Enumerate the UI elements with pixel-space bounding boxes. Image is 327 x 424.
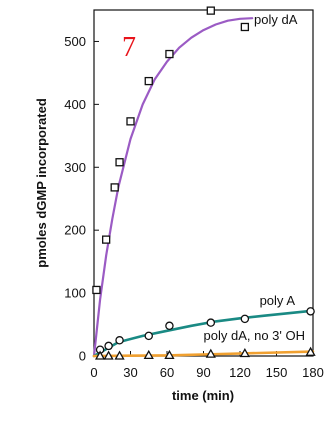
- marker-square: [165, 49, 174, 59]
- x-tick-label: 180: [302, 365, 324, 380]
- marker-square: [115, 158, 124, 167]
- marker-triangle: [205, 348, 216, 358]
- marker-triangle: [143, 349, 154, 360]
- curve-series-1: [92, 309, 315, 358]
- series-label-2: poly dA, no 3' OH: [204, 328, 305, 343]
- marker-triangle: [239, 347, 250, 358]
- marker-circle: [165, 321, 174, 331]
- series-labels: poly dA poly A poly dA, no 3' OH: [204, 12, 305, 343]
- x-tick-label: 30: [123, 365, 137, 380]
- panel-number: 7: [122, 32, 136, 63]
- x-tick-label: 0: [90, 365, 97, 380]
- x-axis-title: time (min): [172, 388, 234, 403]
- marker-triangle: [305, 346, 316, 356]
- marker-triangle: [164, 349, 175, 360]
- marker-triangle: [94, 350, 106, 360]
- series-label-1: poly A: [260, 293, 296, 308]
- x-axis-ticks: 0 30 60 90 120 150 180: [90, 351, 324, 380]
- y-tick-label: 300: [64, 160, 86, 175]
- marker-square: [102, 235, 111, 244]
- data-markers: [92, 6, 316, 360]
- x-tick-label: 90: [196, 365, 210, 380]
- marker-circle: [306, 307, 315, 316]
- marker-circle: [144, 331, 153, 341]
- x-tick-label: 150: [266, 365, 288, 380]
- y-axis-ticks: 0 100 200 300 400 500: [64, 34, 99, 364]
- y-tick-label: 200: [64, 223, 86, 238]
- marker-circle: [206, 318, 216, 327]
- curve-series-2: [92, 350, 315, 358]
- marker-square: [92, 285, 101, 295]
- marker-triangle: [103, 350, 114, 360]
- marker-square: [144, 76, 153, 86]
- marker-circle: [115, 336, 124, 345]
- marker-triangle: [114, 350, 125, 360]
- y-axis-title: pmoles dGMP incorporated: [34, 98, 49, 268]
- y-tick-label: 400: [64, 97, 86, 112]
- marker-square: [126, 117, 135, 126]
- marker-square: [206, 6, 215, 15]
- marker-square: [240, 22, 250, 32]
- series-label-0: poly dA: [254, 12, 298, 27]
- marker-square: [110, 183, 119, 192]
- marker-circle: [104, 341, 113, 351]
- marker-circle: [240, 314, 250, 324]
- y-tick-label: 100: [64, 286, 86, 301]
- x-tick-label: 60: [160, 365, 174, 380]
- y-tick-label: 0: [79, 349, 86, 364]
- x-tick-label: 120: [229, 365, 251, 380]
- y-tick-label: 500: [64, 34, 86, 49]
